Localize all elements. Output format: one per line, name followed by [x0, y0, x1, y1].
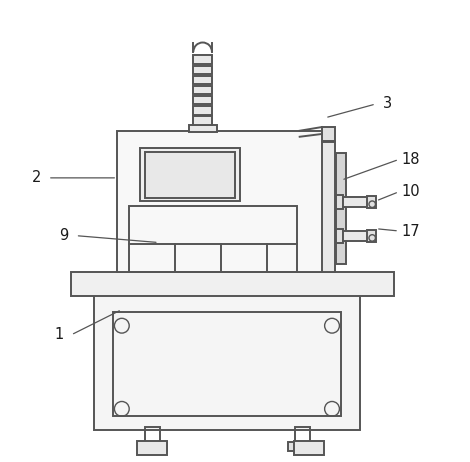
Text: 2: 2	[31, 170, 41, 185]
Bar	[294, 441, 324, 455]
Bar	[138, 442, 167, 451]
Text: 17: 17	[401, 224, 420, 238]
Bar	[137, 441, 167, 455]
Bar	[194, 66, 212, 74]
Bar	[189, 125, 217, 132]
Bar	[336, 153, 346, 264]
Bar	[140, 148, 240, 201]
Bar	[117, 131, 325, 272]
Bar	[322, 142, 335, 272]
Text: 3: 3	[383, 97, 392, 111]
Text: 9: 9	[59, 228, 69, 243]
Bar	[194, 76, 212, 84]
Text: 1: 1	[55, 328, 64, 342]
Bar	[343, 197, 368, 207]
Bar	[295, 427, 310, 444]
Bar	[94, 293, 360, 430]
Bar	[113, 312, 341, 416]
Bar	[367, 196, 376, 208]
Bar	[336, 229, 343, 243]
Bar	[129, 206, 298, 272]
Bar	[194, 96, 212, 104]
Bar	[322, 127, 335, 141]
Bar	[367, 230, 376, 242]
Bar	[288, 442, 317, 451]
Bar	[194, 86, 212, 94]
Text: 10: 10	[401, 184, 420, 199]
Bar	[145, 427, 160, 444]
Bar	[194, 55, 212, 64]
Bar	[336, 195, 343, 209]
Bar	[71, 272, 394, 296]
Text: 18: 18	[401, 152, 420, 167]
Bar	[194, 106, 212, 115]
Bar	[194, 116, 212, 125]
Bar	[145, 152, 235, 198]
Bar	[343, 231, 368, 241]
